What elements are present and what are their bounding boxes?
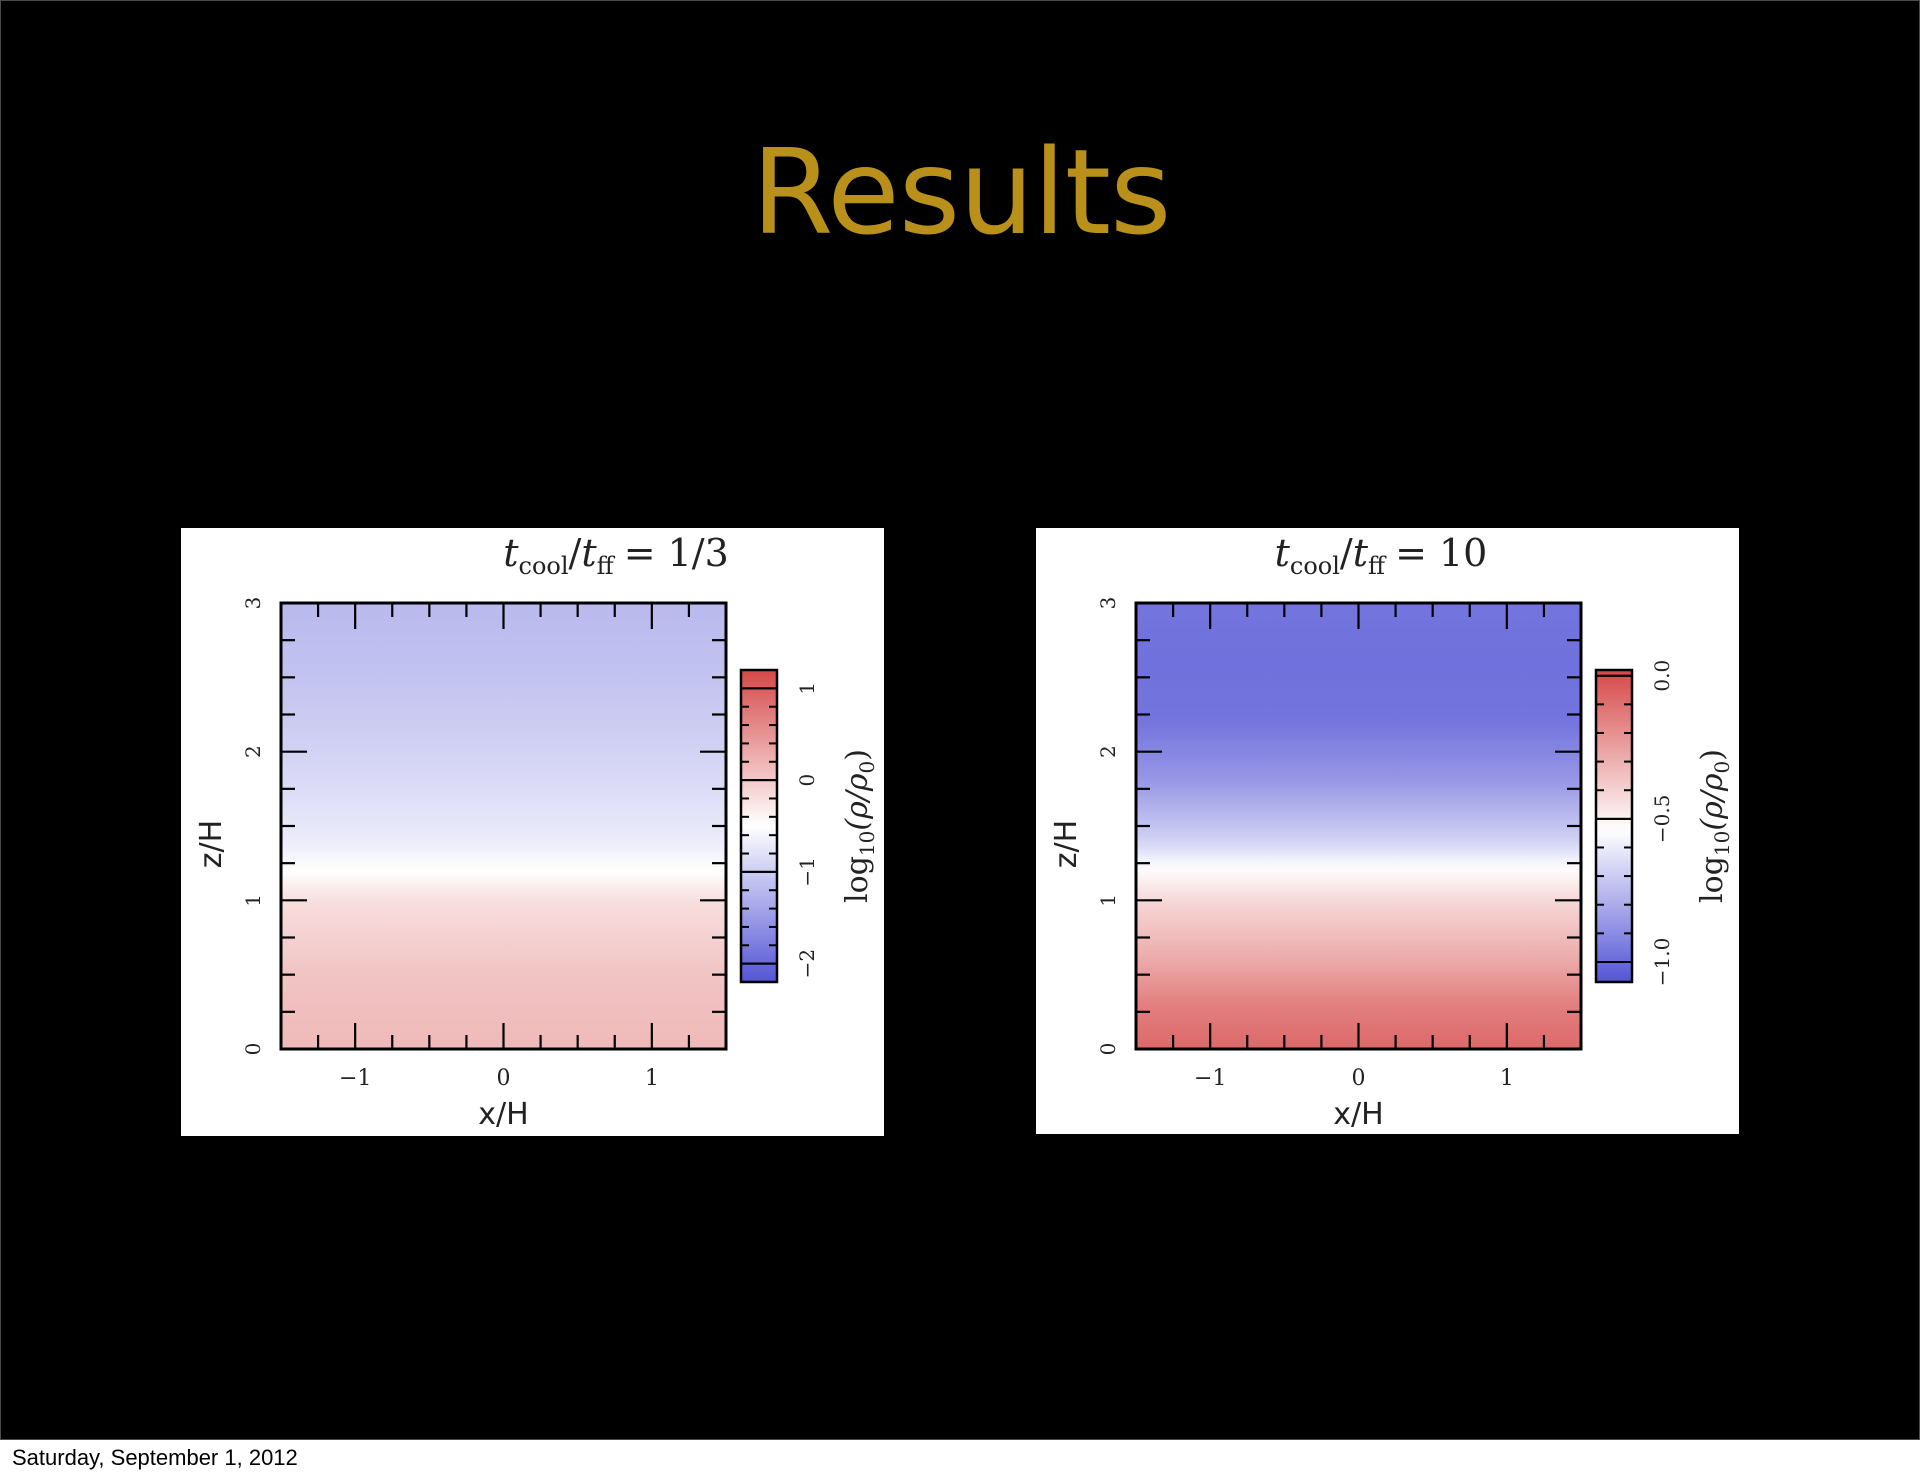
heatmap-field <box>1136 603 1581 1049</box>
x-axis-label: x/H <box>1333 1097 1383 1132</box>
x-tick-label: 0 <box>497 1066 511 1091</box>
colorbar-tick-label: −1 <box>795 857 819 886</box>
footer-date: Saturday, September 1, 2012 <box>12 1445 298 1470</box>
y-tick-label: 1 <box>1096 894 1120 907</box>
y-axis-label: z/H <box>1049 820 1084 868</box>
heatmap-field <box>281 603 726 1049</box>
y-tick-label: 1 <box>241 894 265 907</box>
colorbar-tick-label: 1 <box>795 682 819 695</box>
colorbar-label: log10(ρ/ρ0) <box>840 749 879 903</box>
colorbar-tick-label: 0 <box>795 774 819 787</box>
slide: Results tcool/tff = 1/3 −1 0 1 0 1 2 3 x/H z/H −2 −… <box>0 0 1920 1440</box>
colorbar-tick-label: −2 <box>795 949 819 978</box>
x-tick-label: 1 <box>1500 1066 1514 1091</box>
chart-title: tcool/tff = 1/3 <box>503 531 729 580</box>
x-tick-label: 0 <box>1352 1066 1366 1091</box>
colorbar-tick-label: −1.0 <box>1650 938 1674 987</box>
chart-title: tcool/tff = 10 <box>1275 531 1488 580</box>
y-tick-label: 3 <box>241 597 265 610</box>
chart-panel-right: tcool/tff = 10 −1 0 1 0 1 2 3 x/H z/H −1.0 −0.5 0.0 l… <box>1036 528 1739 1134</box>
y-tick-label: 2 <box>241 745 265 758</box>
x-tick-label: −1 <box>339 1066 371 1091</box>
colorbar-label: log10(ρ/ρ0) <box>1695 749 1734 903</box>
colorbar-fill <box>1596 670 1632 982</box>
y-tick-label: 0 <box>241 1043 265 1056</box>
plot-frame <box>1134 601 1583 1051</box>
y-tick-label: 0 <box>1096 1043 1120 1056</box>
chart-panel-left: tcool/tff = 1/3 −1 0 1 0 1 2 3 x/H z/H −2 −1 0 1 log10… <box>181 528 884 1136</box>
heatmap-chart-right: tcool/tff = 10 −1 0 1 0 1 2 3 x/H z/H −1.0 −0.5 0.0 l… <box>1049 531 1734 1132</box>
slide-title: Results <box>751 123 1171 261</box>
heatmap-chart-left: tcool/tff = 1/3 −1 0 1 0 1 2 3 x/H z/H −2 −1 0 1 log10… <box>194 531 879 1132</box>
y-tick-label: 3 <box>1096 597 1120 610</box>
y-axis-label: z/H <box>194 820 229 868</box>
colorbar-tick-label: 0.0 <box>1650 660 1674 692</box>
x-axis-label: x/H <box>478 1097 528 1132</box>
y-tick-label: 2 <box>1096 745 1120 758</box>
colorbar-frame <box>1594 668 1634 984</box>
colorbar-frame <box>739 668 779 984</box>
plot-frame <box>279 601 728 1051</box>
colorbar-ticks <box>1596 674 1632 963</box>
colorbar-fill <box>741 670 777 982</box>
x-tick-label: 1 <box>645 1066 659 1091</box>
colorbar-tick-label: −0.5 <box>1650 795 1674 844</box>
x-tick-label: −1 <box>1194 1066 1226 1091</box>
